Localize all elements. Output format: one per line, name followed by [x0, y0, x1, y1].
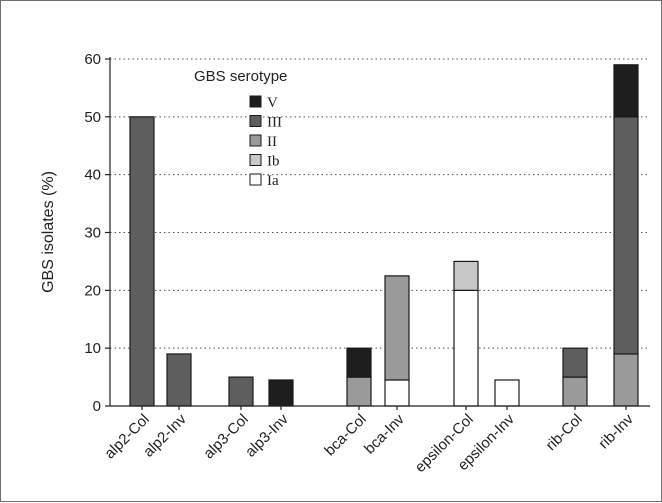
- legend-label-III: III: [267, 115, 282, 131]
- y-tick-label-20: 20: [84, 282, 101, 299]
- gridlines: [110, 58, 650, 349]
- bar-bca-Inv-Ia: [384, 379, 410, 407]
- x-tick-label-bca-Col: bca-Col: [321, 411, 370, 460]
- legend-swatch-V: [249, 95, 262, 108]
- bar-rib-Inv-III: [613, 116, 639, 355]
- bar-bca-Col-II: [346, 376, 372, 407]
- bar-epsilon-Col-Ia: [453, 289, 479, 407]
- axes: [105, 57, 650, 410]
- legend-label-II: II: [267, 134, 277, 150]
- bar-epsilon-Inv-Ia: [494, 379, 520, 407]
- legend-swatch-Ia: [249, 173, 262, 186]
- legend-swatch-II: [249, 134, 262, 147]
- bar-rib-Col-II: [562, 376, 588, 407]
- bar-rib-Col-III: [562, 347, 588, 378]
- bar-bca-Inv-II: [384, 275, 410, 381]
- legend-swatch-Ib: [249, 154, 262, 166]
- bar-alp2-Inv-III: [166, 353, 192, 407]
- legend-label-Ib: Ib: [267, 154, 280, 170]
- y-tick-label-40: 40: [84, 167, 101, 184]
- legend-title: GBS serotype: [194, 68, 287, 85]
- y-tick-label-50: 50: [84, 109, 101, 126]
- y-tick-label-60: 60: [84, 51, 101, 68]
- x-tick-label-rib-Col: rib-Col: [543, 411, 586, 454]
- y-axis-label: GBS isolates (%): [40, 171, 57, 293]
- legend-label-Ia: Ia: [267, 173, 279, 189]
- bar-epsilon-Col-Ib: [453, 260, 479, 291]
- legend-swatch-III: [249, 115, 262, 127]
- bar-alp3-Inv-V: [268, 379, 294, 407]
- bar-rib-Inv-II: [613, 353, 639, 407]
- bar-bca-Col-V: [346, 347, 372, 378]
- bar-rib-Inv-V: [613, 64, 639, 118]
- y-tick-label-10: 10: [84, 340, 101, 357]
- y-tick-label-0: 0: [93, 398, 101, 415]
- bar-alp2-Col-III: [129, 116, 155, 407]
- y-tick-labels: 0 10 20 30 40 50 60: [84, 51, 101, 415]
- legend-label-V: V: [267, 95, 278, 111]
- x-tick-label-rib-Inv: rib-Inv: [595, 410, 637, 452]
- x-tick-label-alp3-Inv: alp3-Inv: [242, 410, 292, 460]
- x-tick-label-alp3-Col: alp3-Col: [200, 411, 252, 463]
- bar-alp3-Col-III: [228, 376, 254, 407]
- bars: [129, 64, 639, 407]
- y-tick-label-30: 30: [84, 225, 101, 242]
- x-tick-label-bca-Inv: bca-Inv: [361, 410, 408, 457]
